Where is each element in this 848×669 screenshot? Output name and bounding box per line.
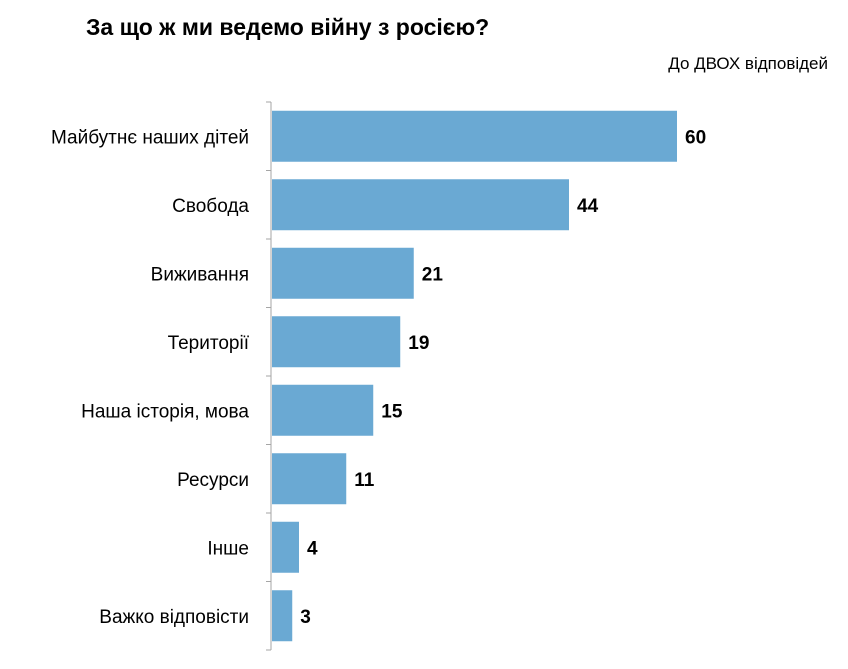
- data-label: 3: [300, 607, 311, 628]
- chart-title: За що ж ми ведемо війну з росією?: [86, 14, 490, 40]
- category-label: Виживання: [151, 264, 249, 285]
- bar: [272, 590, 293, 642]
- data-label: 60: [685, 127, 706, 148]
- category-label: Інше: [207, 538, 249, 559]
- category-label: Свобода: [172, 196, 249, 217]
- bar: [272, 247, 414, 299]
- category-label: Наша історія, мова: [81, 401, 249, 422]
- category-label: Ресурси: [177, 470, 249, 491]
- data-label: 19: [408, 333, 429, 354]
- bar: [272, 453, 347, 505]
- category-label: Важко відповісти: [99, 607, 249, 628]
- chart-subtitle: До ДВОХ відповідей: [668, 54, 828, 73]
- bar: [272, 384, 374, 436]
- category-label: Майбутнє наших дітей: [51, 127, 249, 148]
- bar: [272, 521, 299, 573]
- bar: [272, 110, 677, 162]
- data-label: 15: [381, 401, 403, 422]
- bar: [272, 179, 569, 231]
- data-label: 4: [307, 538, 318, 559]
- bar: [272, 316, 401, 368]
- data-label: 11: [354, 470, 375, 491]
- data-label: 21: [422, 264, 444, 285]
- data-label: 44: [577, 196, 599, 217]
- category-label: Території: [168, 333, 250, 354]
